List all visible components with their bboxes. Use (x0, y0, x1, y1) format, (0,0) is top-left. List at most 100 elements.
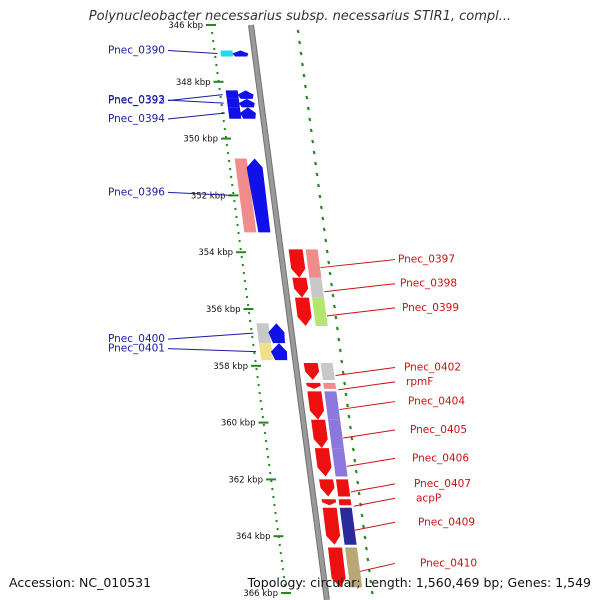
gene-arrow-forward (268, 323, 285, 344)
track-dot (369, 579, 373, 584)
cog-box (339, 507, 357, 545)
axis-tick-label: 360 kbp (221, 419, 256, 429)
track-dot (330, 282, 334, 287)
tick-line-dot (245, 295, 249, 299)
gene-arrow-reverse (322, 507, 341, 545)
tick-line-dot (213, 47, 216, 51)
tick-line-dot (264, 439, 268, 443)
tick-line-dot (243, 279, 247, 283)
accession-label: Accession: NC_010531 (9, 575, 152, 590)
track-dot (357, 491, 361, 496)
gene-leader-line (335, 366, 396, 376)
track-dot (345, 403, 350, 408)
gene-leader-line (353, 497, 396, 507)
tick-line-dot (266, 455, 270, 459)
tick-line-dot (233, 199, 236, 203)
gene-arrow-forward (239, 107, 256, 119)
tick-line-dot (212, 39, 215, 43)
gene-label-forward: Pnec_0401 (108, 343, 165, 355)
track-dot (353, 458, 357, 463)
gene-label-reverse: Pnec_0406 (412, 452, 469, 464)
gene-arrow-forward (238, 98, 255, 108)
tick-line-dot (262, 423, 266, 427)
track-dot (340, 359, 344, 364)
tick-line-dot (253, 351, 256, 355)
track-dot (302, 73, 306, 78)
gene-arrow-reverse (321, 499, 337, 506)
gene-label-reverse: Pnec_0404 (408, 396, 465, 408)
track-dot (334, 315, 338, 320)
tick-line-dot (241, 263, 245, 267)
tick-line-dot (226, 151, 230, 155)
gene-leader-line (338, 381, 396, 391)
gene-leader-line (167, 99, 224, 104)
gene-label-reverse: rpmF (406, 376, 433, 388)
tick-line-dot (283, 583, 287, 587)
gene-leader-line (167, 50, 218, 55)
cog-box (220, 50, 234, 57)
tick-line-dot (248, 319, 252, 323)
tick-line-dot (273, 503, 276, 507)
gene-leader-line (350, 483, 396, 493)
cog-box (331, 448, 348, 477)
track-dot (324, 238, 328, 243)
gene-leader-line (346, 457, 396, 467)
track-dot (298, 40, 302, 45)
track-dot (370, 590, 374, 595)
tick-line-dot (281, 567, 285, 571)
gene-arrow-reverse (314, 448, 332, 477)
track-dot (309, 128, 313, 133)
gene-label-reverse: acpP (416, 492, 441, 504)
track-dot (356, 480, 360, 485)
tick-line-dot (280, 559, 284, 563)
tick-line-dot (223, 127, 227, 131)
tick-line-dot (222, 119, 226, 123)
cog-box (225, 90, 239, 99)
cog-box (344, 547, 363, 588)
tick-line-dot (247, 311, 251, 315)
gene-label-reverse: Pnec_0405 (410, 424, 467, 436)
axis-tick-label: 348 kbp (176, 78, 211, 88)
track-dot (343, 381, 347, 386)
gene-label-forward: Pnec_0390 (108, 45, 165, 57)
tick-line-dot (210, 31, 214, 35)
tick-line-dot (261, 415, 265, 419)
gene-label-reverse: Pnec_0399 (402, 302, 459, 314)
gene-label-reverse: Pnec_0397 (398, 254, 455, 266)
tick-line-dot (256, 375, 259, 379)
tick-line-dot (282, 575, 286, 579)
track-dot (300, 62, 305, 67)
track-dot (347, 414, 351, 419)
gene-arrow-forward (270, 343, 288, 361)
topology-summary: Topology: circular; Length: 1,560,469 bp… (247, 575, 591, 590)
axis-tick-label: 358 kbp (213, 362, 248, 372)
gene-leader-line (167, 112, 225, 120)
tick-line-dot (231, 183, 234, 187)
track-dot (344, 392, 348, 397)
tick-line-dot (216, 71, 219, 75)
tick-line-dot (263, 431, 267, 435)
tick-line-dot (225, 143, 229, 147)
track-dot (325, 249, 329, 254)
tick-line-dot (219, 95, 222, 99)
backbone-line (249, 24, 329, 600)
track-dot (350, 436, 354, 441)
axis-tick-label: 346 kbp (168, 21, 203, 31)
cog-box (234, 158, 257, 233)
tick-line-dot (236, 223, 239, 227)
track-dot (361, 524, 366, 529)
cog-box (226, 98, 240, 108)
axis-tick-label: 364 kbp (236, 532, 271, 542)
track-dot (331, 293, 335, 298)
axis-tick-label: 362 kbp (228, 475, 263, 485)
track-dot (306, 106, 310, 111)
tick-line-dot (251, 335, 254, 339)
track-dot (354, 469, 358, 474)
tick-line-dot (259, 399, 262, 403)
cog-box (323, 382, 337, 389)
gene-leader-line (359, 562, 396, 572)
tick-line-dot (275, 519, 278, 523)
gene-label-reverse: Pnec_0409 (418, 516, 475, 528)
tick-line-dot (239, 247, 242, 251)
